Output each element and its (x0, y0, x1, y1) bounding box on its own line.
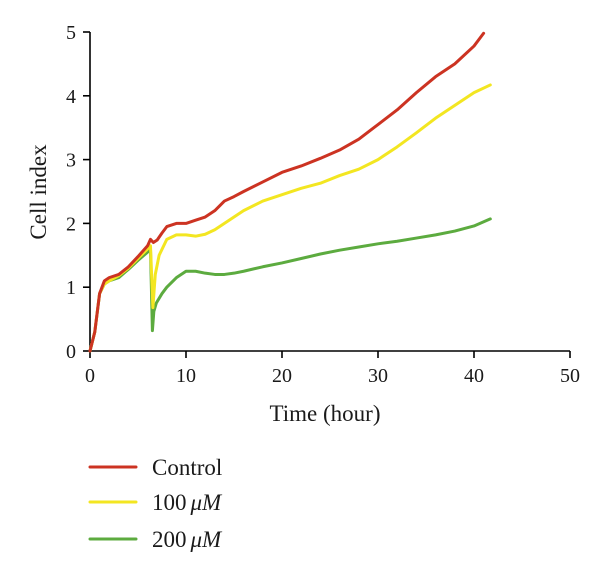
legend-value-200: 200 (152, 527, 187, 552)
y-axis-ticks: 0 1 2 3 4 5 (66, 22, 90, 363)
x-tick-label: 10 (176, 365, 196, 387)
x-tick-label: 50 (560, 365, 580, 387)
series-lines (88, 31, 492, 353)
y-tick-label: 5 (66, 22, 76, 44)
series-line-control (88, 31, 486, 353)
legend-unit-100: μM (190, 490, 224, 515)
x-axis-title: Time (hour) (270, 401, 381, 426)
x-tick-label: 30 (368, 365, 388, 387)
y-tick-label: 0 (66, 341, 76, 363)
y-tick-label: 4 (66, 86, 76, 108)
legend: Control 100 μM 200 μM (88, 455, 223, 552)
x-tick-label: 0 (85, 365, 95, 387)
y-axis-title: Cell index (26, 144, 51, 240)
y-tick-label: 1 (66, 277, 76, 299)
legend-value-100: 100 (152, 490, 187, 515)
y-tick-label: 2 (66, 213, 76, 235)
legend-label-control: Control (152, 455, 222, 480)
legend-label-200um: 200 μM (152, 527, 223, 552)
legend-label-100um: 100 μM (152, 490, 223, 515)
y-tick-label: 3 (66, 150, 76, 172)
legend-unit-200: μM (190, 527, 224, 552)
x-tick-label: 40 (464, 365, 484, 387)
x-axis-ticks: 0 10 20 30 40 50 (85, 351, 580, 387)
x-tick-label: 20 (272, 365, 292, 387)
series-line-100-m (88, 83, 492, 353)
